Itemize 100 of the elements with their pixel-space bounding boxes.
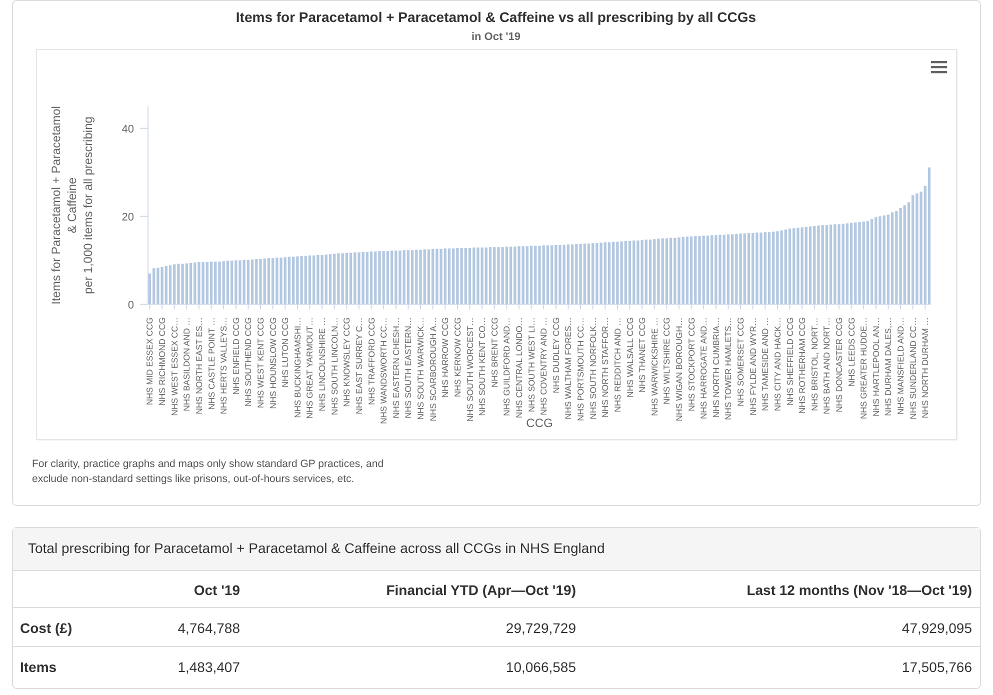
x-tick-label: NHS WANDSWORTH CC… — [378, 317, 389, 424]
bar — [296, 256, 299, 304]
bar — [189, 262, 192, 304]
bar — [829, 224, 832, 304]
bar — [657, 238, 660, 304]
bar — [427, 249, 430, 304]
bar — [808, 226, 812, 304]
x-tick-label: NHS SOUTH NORFOLK… — [588, 317, 598, 420]
bar — [760, 232, 762, 304]
bar — [210, 262, 213, 304]
bar — [415, 250, 418, 304]
bar — [324, 254, 328, 304]
bar — [484, 248, 488, 304]
bar — [554, 244, 558, 304]
bar — [694, 236, 697, 304]
y-tick-label: 20 — [122, 211, 134, 224]
x-tick-label: NHS WEST KENT CCG — [256, 317, 266, 408]
bar — [878, 216, 882, 304]
bar — [608, 242, 611, 304]
bar — [160, 266, 164, 304]
bar — [665, 238, 668, 304]
x-tick-label: NHS MID ESSEX CCG — [144, 317, 155, 406]
x-tick-label: NHS CASTLE POINT … — [206, 317, 216, 410]
bar — [891, 212, 894, 304]
bar — [271, 258, 274, 304]
bar — [518, 246, 520, 304]
category-label: Items — [20, 659, 57, 675]
bar — [406, 250, 410, 304]
x-tick-label: NHS BASILDON AND … — [182, 317, 192, 412]
x-tick-label: NHS MANSFIELD AND… — [896, 317, 906, 415]
bar — [916, 193, 918, 304]
bar — [386, 251, 390, 304]
x-tick-label: NHS LUTON CCG — [280, 317, 290, 388]
bar — [538, 246, 541, 304]
bar — [250, 259, 254, 304]
bar — [800, 227, 804, 304]
x-tick-label: NHS SOUTHEND CCG — [243, 317, 254, 407]
bar — [682, 236, 684, 304]
bar — [858, 222, 861, 304]
category-label: Cost (£) — [20, 620, 72, 636]
x-axis-title: CCG — [526, 416, 553, 430]
bar — [464, 248, 467, 304]
bar — [562, 244, 566, 304]
text: Total prescribing for Paracetamol + Paracetamol & Caffeine across all CCGs in NHS England — [28, 540, 605, 556]
bar — [669, 238, 672, 304]
bar — [522, 246, 524, 304]
bar — [202, 262, 204, 304]
x-tick-label: NHS NORTH STAFFOR… — [600, 317, 610, 418]
x-tick-label: NHS WALSALL CCG — [624, 317, 635, 398]
bar — [394, 250, 398, 304]
bar — [238, 260, 242, 304]
bar — [460, 248, 463, 304]
x-tick-label: NHS TAMESIDE AND … — [760, 317, 770, 411]
x-tick-label: NHS HARROGATE AND… — [698, 317, 709, 420]
category-label: Last 12 months (Nov '18—Oct '19) — [746, 582, 972, 598]
bar — [813, 226, 816, 304]
bar — [173, 264, 176, 304]
x-tick-label: NHS HARROW CCG — [440, 317, 450, 398]
x-tick-label: NHS DONCASTER CCG — [834, 317, 844, 412]
x-tick-label: NHS COVENTRY AND … — [538, 317, 549, 416]
bar — [230, 260, 234, 304]
bar — [234, 260, 238, 304]
x-tick-label: NHS SOMERSET CCG — [736, 317, 746, 406]
bar — [316, 255, 320, 304]
x-tick-label: NHS KERNOW CCG — [452, 317, 462, 398]
bar — [690, 236, 693, 304]
x-tick-label: NHS SOUTH KENT CO… — [477, 317, 488, 416]
bar — [825, 225, 828, 304]
bar — [784, 230, 787, 304]
x-tick-label: NHS LINCOLNSHIRE … — [317, 317, 328, 412]
bar — [288, 256, 291, 304]
bar — [899, 208, 902, 304]
text: For clarity, practice graphs and maps only show standard GP practices, and exclude non-standard settings like prisons, out-of-hours services, etc. — [32, 458, 384, 485]
bar — [592, 243, 594, 304]
bar — [726, 234, 730, 304]
bar — [686, 236, 689, 304]
text: 17,505,766 — [902, 659, 972, 675]
bar — [739, 233, 742, 304]
bar — [817, 226, 820, 304]
text: 1,483,407 — [178, 659, 240, 675]
bar — [866, 221, 870, 304]
bar — [259, 258, 262, 304]
bar — [292, 256, 295, 304]
bar — [702, 236, 705, 304]
x-tick-label: NHS GREAT YARMOUT… — [304, 317, 315, 419]
bar — [928, 167, 931, 304]
bar — [362, 252, 364, 304]
bar — [624, 240, 627, 304]
bar — [410, 250, 414, 304]
bar — [575, 244, 578, 304]
text: 10,066,585 — [506, 659, 576, 675]
bar — [735, 234, 738, 304]
bar — [480, 248, 484, 304]
x-tick-label: NHS EAST SURREY C… — [354, 317, 364, 414]
bar — [661, 238, 664, 304]
bar — [472, 248, 476, 304]
bar — [530, 246, 533, 304]
bar — [177, 264, 180, 304]
bar — [194, 262, 196, 304]
category-label: Oct '19 — [194, 582, 240, 598]
